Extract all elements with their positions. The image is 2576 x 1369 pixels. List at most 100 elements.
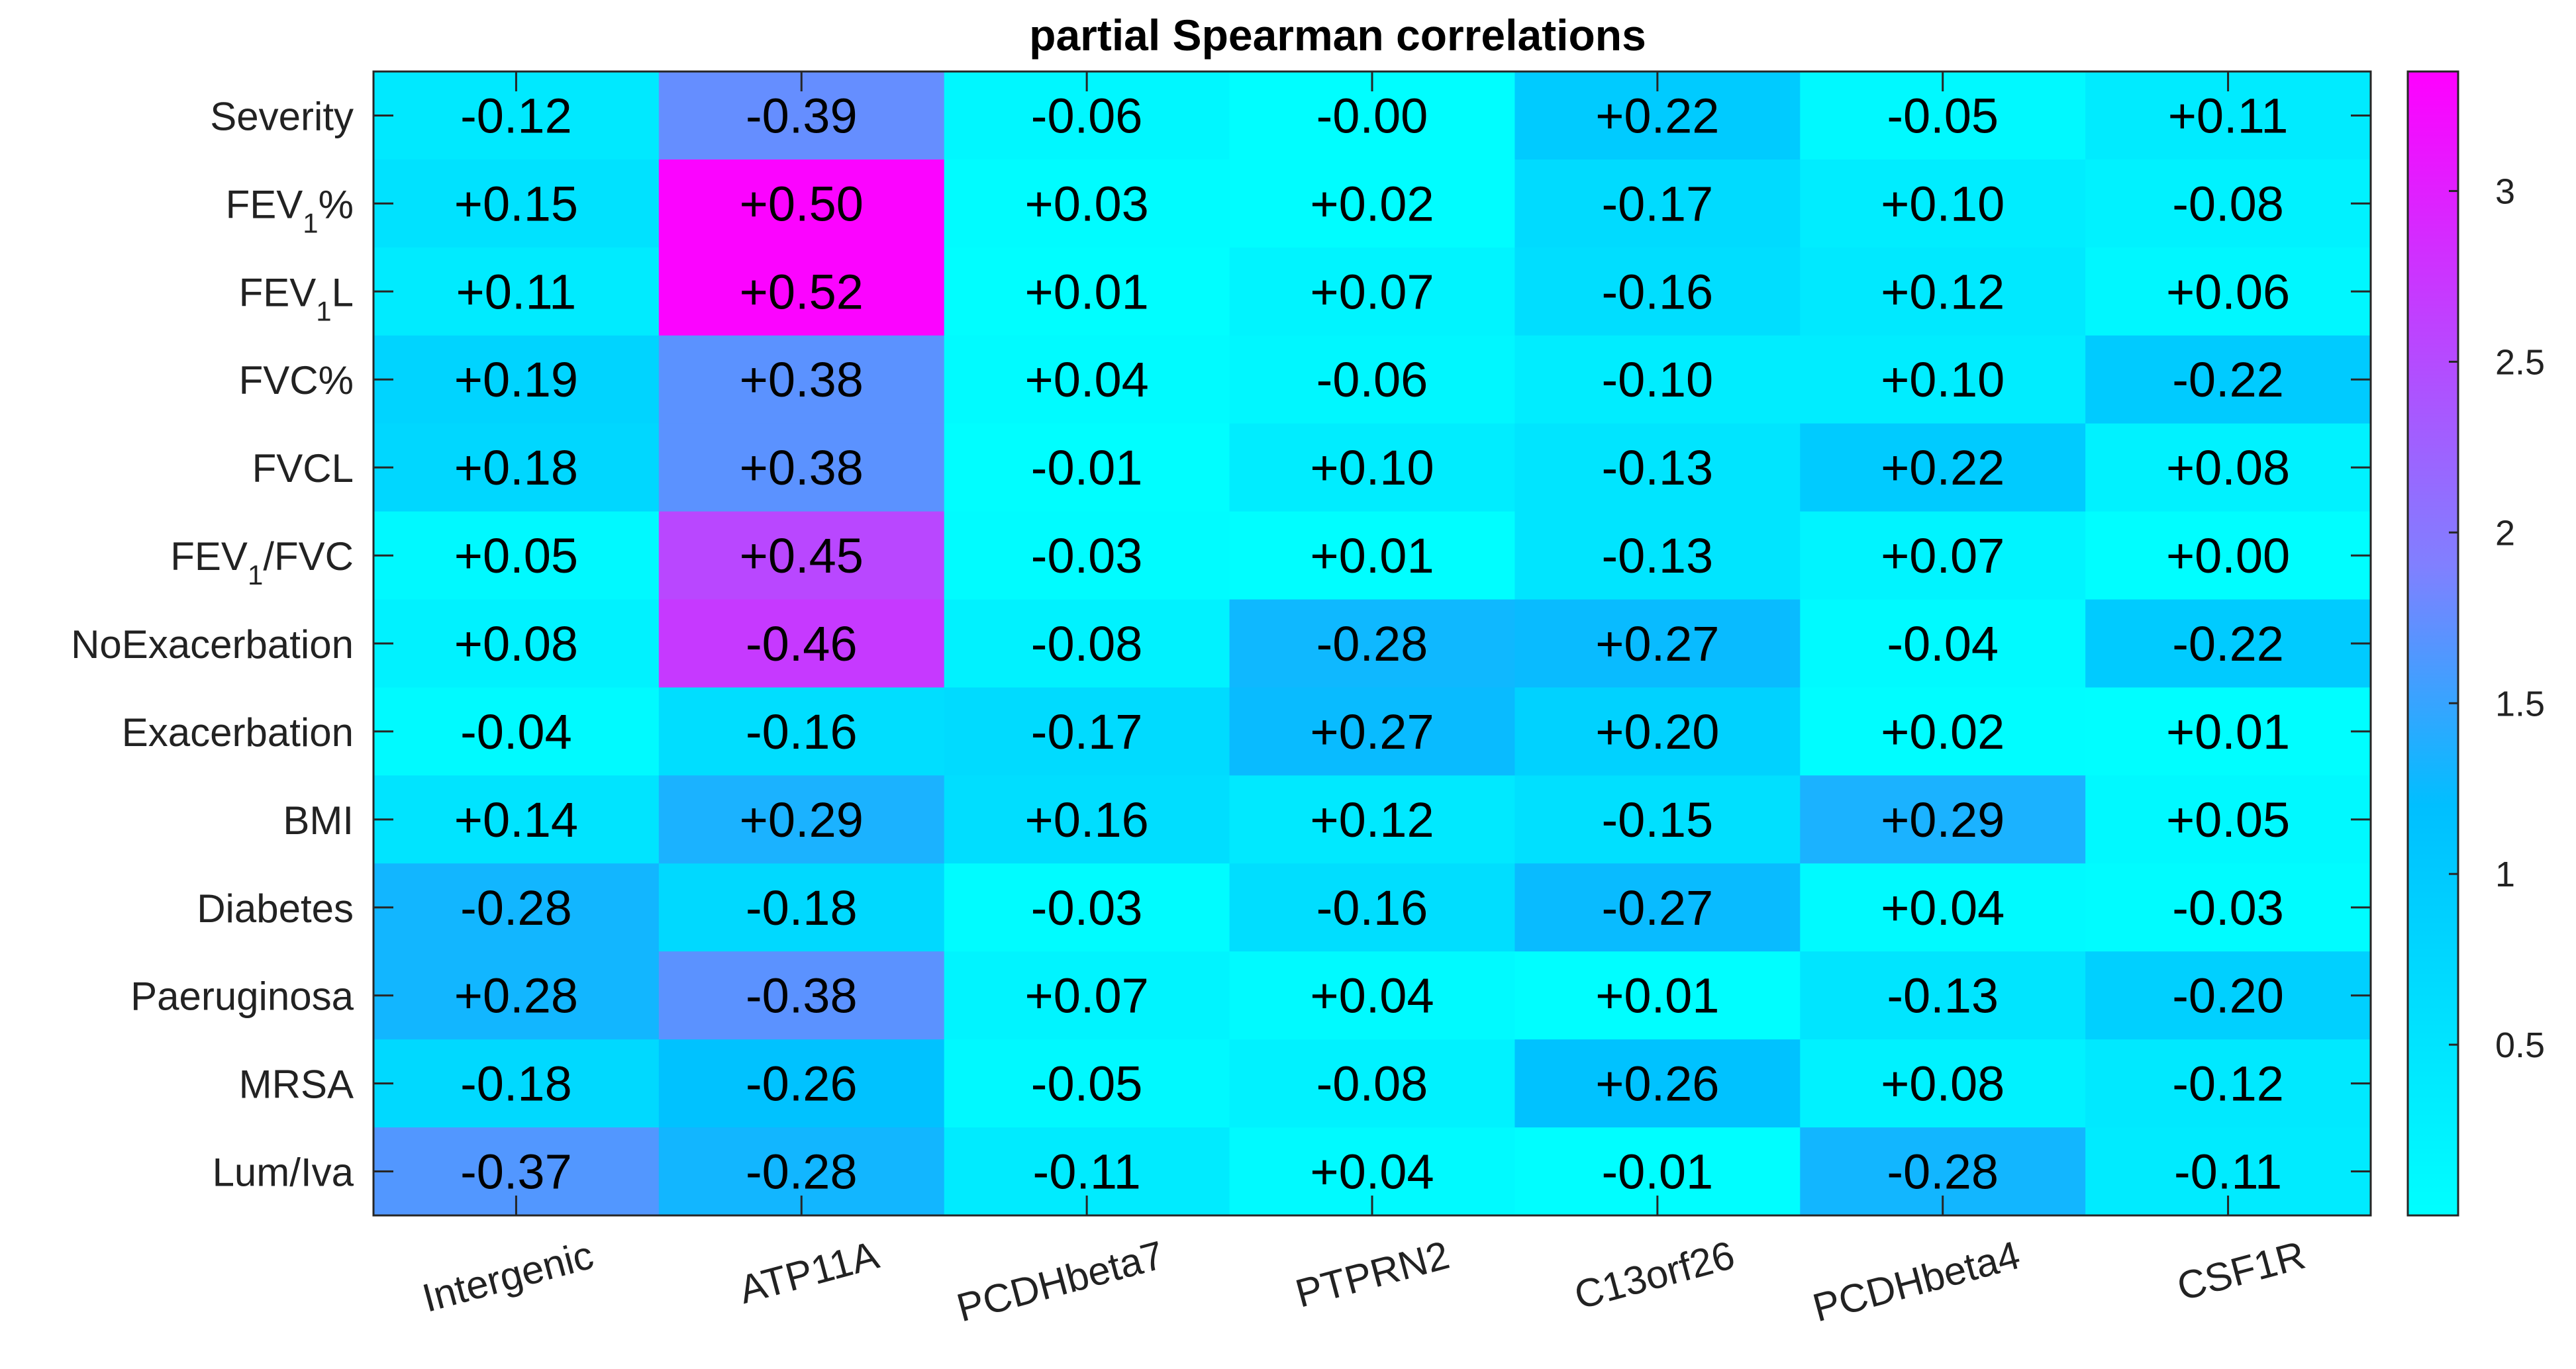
- heatmap-cell: [373, 247, 660, 336]
- colorbar-tick-label: 1: [2495, 855, 2515, 894]
- axis-frame: [372, 70, 2372, 1217]
- cell-value-label: -0.28: [1316, 616, 1428, 671]
- cell-value-label: +0.07: [1025, 968, 1149, 1023]
- heatmap-cell: [658, 599, 945, 688]
- heatmap-cell: [2085, 335, 2371, 424]
- heatmap-cell: [2085, 951, 2371, 1040]
- heatmap-cell: [373, 863, 660, 952]
- cell-value-label: -0.37: [460, 1145, 572, 1200]
- heatmap-cell: [1229, 247, 1515, 336]
- cell-value-label: +0.52: [740, 264, 864, 319]
- heatmap-cell: [1800, 775, 2086, 864]
- chart-title: partial Spearman correlations: [1029, 11, 1646, 60]
- cell-value-label: +0.07: [1310, 264, 1434, 319]
- heatmap-cell: [2085, 423, 2371, 512]
- cell-value-label: -0.28: [1887, 1145, 1999, 1200]
- cell-value-label: -0.08: [2172, 176, 2284, 231]
- heatmap-cell: [1514, 687, 1801, 776]
- column-label: CSF1R: [2173, 1233, 2310, 1309]
- cell-value-label: +0.14: [454, 792, 578, 847]
- cell-value-label: -0.22: [2172, 616, 2284, 671]
- heatmap-cell: [1229, 687, 1515, 776]
- heatmap-cell: [944, 1039, 1230, 1128]
- heatmap-cells: [373, 71, 2371, 1216]
- row-label: FVCL: [252, 446, 354, 491]
- heatmap-cell: [1800, 687, 2086, 776]
- heatmap-cell: [1800, 247, 2086, 336]
- cell-value-label: +0.38: [740, 352, 864, 407]
- cell-value-label: -0.26: [746, 1057, 858, 1111]
- cell-value-label: -0.01: [1031, 440, 1143, 495]
- heatmap-cell: [1229, 863, 1515, 952]
- cell-value-label: +0.05: [2166, 792, 2290, 847]
- row-label: Paeruginosa: [130, 974, 354, 1019]
- cell-value-label: -0.01: [1602, 1145, 1714, 1200]
- cell-value-label: -0.38: [746, 968, 858, 1023]
- heatmap-cell: [1514, 1039, 1801, 1128]
- cell-value-label: +0.11: [2168, 88, 2289, 143]
- heatmap-cell: [658, 775, 945, 864]
- colorbar-tick-label: 2.5: [2495, 342, 2545, 382]
- heatmap-cell: [1800, 511, 2086, 600]
- cell-value-label: -0.08: [1316, 1057, 1428, 1111]
- cell-value-label: +0.10: [1881, 176, 2005, 231]
- row-label: Lum/Iva: [213, 1151, 354, 1195]
- heatmap-cell: [658, 687, 945, 776]
- row-label: BMI: [283, 798, 354, 843]
- cell-value-label: -0.20: [2172, 968, 2284, 1023]
- heatmap-cell: [1229, 335, 1515, 424]
- heatmap-cell: [944, 159, 1230, 248]
- heatmap-cell: [944, 423, 1230, 512]
- cell-value-label: -0.15: [1602, 792, 1714, 847]
- cell-value-label: -0.22: [2172, 352, 2284, 407]
- heatmap-cell: [2085, 247, 2371, 336]
- row-label: Severity: [210, 94, 354, 138]
- heatmap-cell: [944, 687, 1230, 776]
- heatmap-cell: [944, 775, 1230, 864]
- cell-value-label: -0.46: [746, 616, 858, 671]
- column-label: ATP11A: [734, 1233, 883, 1312]
- heatmap-cell: [1514, 335, 1801, 424]
- cell-value-label: +0.04: [1310, 968, 1434, 1023]
- cell-value-label: +0.12: [1881, 264, 2005, 319]
- cell-value-label: +0.20: [1595, 704, 1719, 759]
- cell-value-label: -0.39: [746, 88, 858, 143]
- heatmap-cell: [944, 951, 1230, 1040]
- heatmap-cell: [1514, 511, 1801, 600]
- cell-value-label: +0.10: [1881, 352, 2005, 407]
- heatmap-cell: [658, 511, 945, 600]
- cell-value-label: +0.08: [2166, 440, 2290, 495]
- cell-value-label: -0.08: [1031, 616, 1143, 671]
- cell-value-label: +0.45: [740, 528, 864, 583]
- heatmap-cell: [1229, 599, 1515, 688]
- cell-value-label: +0.18: [454, 440, 578, 495]
- heatmap-cell: [1800, 423, 2086, 512]
- colorbar-gradient: [2406, 70, 2459, 1217]
- heatmap-cell: [1514, 599, 1801, 688]
- heatmap-cell: [2085, 775, 2371, 864]
- cell-value-label: +0.19: [454, 352, 578, 407]
- row-label: Diabetes: [197, 886, 354, 931]
- cell-value-label: +0.38: [740, 440, 864, 495]
- cell-value-label: +0.15: [454, 176, 578, 231]
- cell-value-label: +0.04: [1881, 880, 2005, 935]
- cell-value-label: -0.05: [1031, 1057, 1143, 1111]
- heatmap-cell: [1800, 599, 2086, 688]
- heatmap-cell: [2085, 687, 2371, 776]
- cell-value-label: +0.29: [740, 792, 864, 847]
- cell-value-label: +0.11: [456, 264, 577, 319]
- heatmap-cell: [658, 423, 945, 512]
- heatmap-cell: [373, 1039, 660, 1128]
- row-label: MRSA: [239, 1062, 354, 1107]
- cell-value-label: -0.03: [1031, 528, 1143, 583]
- cell-value-label: +0.29: [1881, 792, 2005, 847]
- cell-value-label: -0.04: [1887, 616, 1999, 671]
- cell-value-label: -0.13: [1602, 440, 1714, 495]
- colorbar-tick-label: 1.5: [2495, 684, 2545, 724]
- row-labels: Severity FEV1% FEV1L FVC% FVCL FEV1/FVC NoExac…: [71, 94, 354, 1194]
- cell-value-label: -0.16: [746, 704, 858, 759]
- cell-value-label: +0.27: [1310, 704, 1434, 759]
- heatmap-cell: [658, 863, 945, 952]
- cell-value-label: +0.07: [1881, 528, 2005, 583]
- cell-value-label: +0.04: [1025, 352, 1149, 407]
